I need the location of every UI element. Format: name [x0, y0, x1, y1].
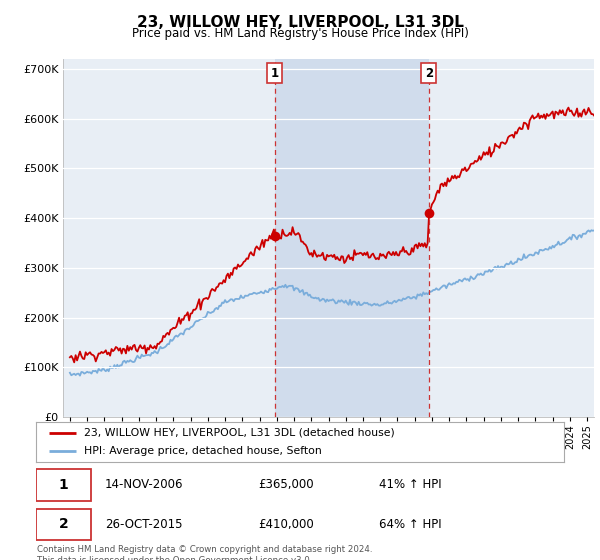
- Text: 26-OCT-2015: 26-OCT-2015: [104, 517, 182, 531]
- Text: 41% ↑ HPI: 41% ↑ HPI: [379, 478, 442, 492]
- Text: 1: 1: [271, 67, 278, 80]
- Text: 2: 2: [425, 67, 433, 80]
- Text: 1: 1: [59, 478, 68, 492]
- Bar: [275, 59, 429, 417]
- Text: £410,000: £410,000: [258, 517, 314, 531]
- Text: 2: 2: [59, 517, 68, 531]
- Text: 64% ↑ HPI: 64% ↑ HPI: [379, 517, 442, 531]
- Text: 23, WILLOW HEY, LIVERPOOL, L31 3DL (detached house): 23, WILLOW HEY, LIVERPOOL, L31 3DL (deta…: [83, 428, 394, 437]
- FancyBboxPatch shape: [36, 469, 91, 501]
- Text: Contains HM Land Registry data © Crown copyright and database right 2024.
This d: Contains HM Land Registry data © Crown c…: [37, 545, 373, 560]
- Text: HPI: Average price, detached house, Sefton: HPI: Average price, detached house, Seft…: [83, 446, 321, 456]
- Text: 14-NOV-2006: 14-NOV-2006: [104, 478, 183, 492]
- Text: £365,000: £365,000: [258, 478, 313, 492]
- Text: 23, WILLOW HEY, LIVERPOOL, L31 3DL: 23, WILLOW HEY, LIVERPOOL, L31 3DL: [137, 15, 463, 30]
- FancyBboxPatch shape: [36, 508, 91, 540]
- Text: Price paid vs. HM Land Registry's House Price Index (HPI): Price paid vs. HM Land Registry's House …: [131, 27, 469, 40]
